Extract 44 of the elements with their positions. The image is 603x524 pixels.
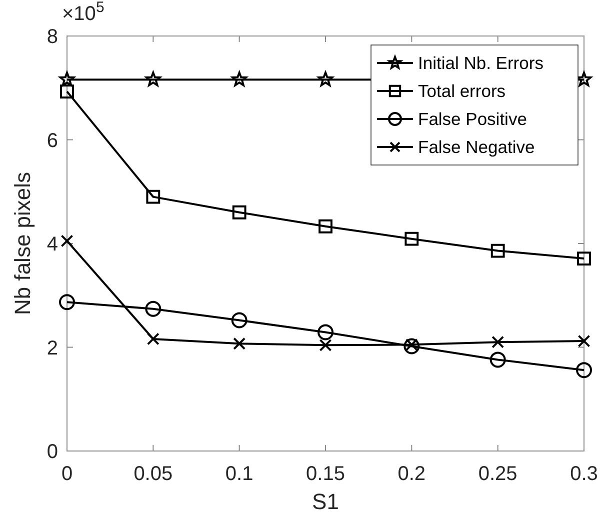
point (578, 334, 590, 348)
point (319, 338, 332, 352)
y-tick-label: 2 (46, 337, 58, 360)
point (318, 324, 334, 340)
x-tick-label: 0 (61, 463, 73, 485)
point (231, 312, 248, 328)
legend-label: Initial Nb. Errors (418, 53, 544, 73)
y-tick-label: 6 (46, 130, 58, 152)
y-tick-label: 4 (46, 234, 58, 256)
point (233, 337, 246, 350)
text: ×10$^{5}$ (62, 0, 104, 25)
point (232, 205, 246, 220)
y-tick-label: 8 (46, 26, 58, 48)
point (490, 352, 506, 368)
legend-label: False Negative (418, 137, 535, 157)
point (318, 72, 334, 86)
point (59, 72, 75, 86)
x-axis-title: S1 (312, 489, 339, 514)
x-tick-label: 0.2 (398, 463, 426, 485)
point (492, 336, 504, 348)
point (146, 72, 161, 86)
y-axis-title: Nb false pixels (10, 172, 35, 316)
point (59, 294, 75, 310)
x-tick-label: 0.15 (306, 463, 345, 485)
point (577, 252, 591, 266)
x-tick-label: 0.05 (134, 463, 173, 485)
x-tick-label: 0.25 (478, 463, 518, 485)
x-tick-label: 0.3 (570, 463, 598, 485)
point (60, 84, 74, 98)
point (146, 332, 160, 346)
point (576, 72, 592, 86)
legend-label: Total errors (418, 81, 506, 101)
point (232, 72, 247, 86)
point (60, 234, 74, 248)
point (318, 219, 332, 234)
legend-label: False Positive (418, 109, 527, 129)
point (145, 300, 162, 317)
point (404, 232, 419, 246)
x-tick-label: 0.1 (225, 463, 254, 485)
point (490, 244, 505, 258)
point (146, 190, 160, 204)
point (576, 362, 592, 378)
y-tick-label: 0 (46, 441, 58, 463)
point (404, 338, 420, 354)
